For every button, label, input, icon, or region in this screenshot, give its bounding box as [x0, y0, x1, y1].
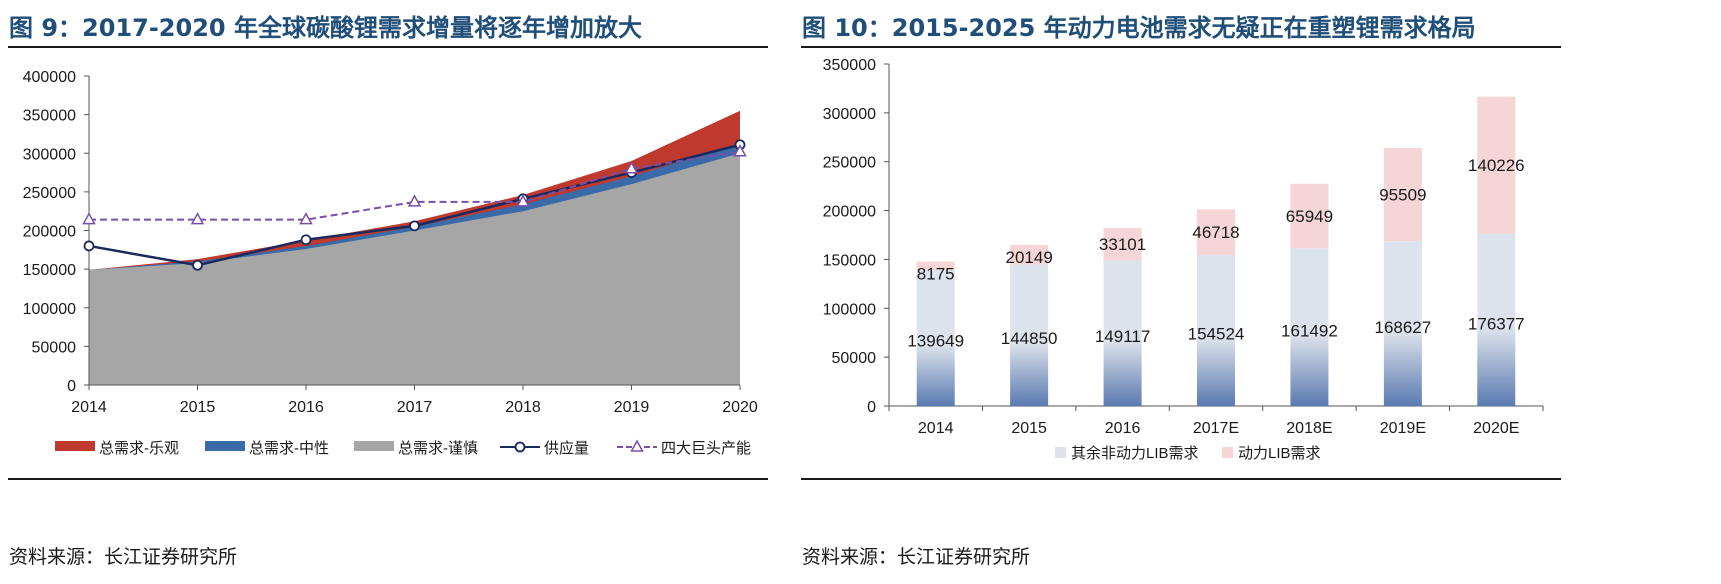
y-tick-label: 250000 [823, 155, 876, 172]
legend-label: 动力LIB需求 [1238, 445, 1321, 462]
data-label: 65949 [1286, 207, 1333, 226]
y-tick-label: 0 [867, 399, 876, 416]
left-bottom-rule [8, 478, 768, 480]
y-tick-label: 200000 [23, 224, 76, 241]
x-tick-label: 2018E [1286, 420, 1332, 437]
bar-动力LIB需求 [1010, 244, 1049, 265]
bar-动力LIB需求 [916, 261, 955, 270]
y-tick-label: 300000 [23, 146, 76, 163]
left-source-note: 资料来源：长江证券研究所 [9, 546, 238, 568]
legend-swatch [55, 441, 95, 451]
x-tick-label: 2019 [614, 399, 650, 416]
y-tick-label: 0 [67, 378, 76, 395]
x-tick-label: 2014 [71, 399, 107, 416]
x-tick-label: 2017E [1193, 420, 1239, 437]
y-tick-label: 200000 [823, 204, 876, 221]
data-label: 8175 [917, 265, 955, 284]
legend-marker [630, 439, 644, 452]
bar-其余非动力LIB需求 [1383, 241, 1422, 406]
y-tick-label: 150000 [823, 252, 876, 269]
bar-动力LIB需求 [1477, 96, 1516, 234]
bar-其余非动力LIB需求 [1103, 260, 1142, 406]
marker-四大巨头产能 [407, 194, 422, 207]
marker-供应量 [409, 220, 420, 232]
bar-其余非动力LIB需求 [1477, 233, 1516, 406]
legend-label: 总需求-谨慎 [398, 439, 478, 457]
left-title-rule [8, 46, 768, 48]
right-figure-title: 图 10：2015-2025 年动力电池需求无疑正在重塑锂需求格局 [802, 14, 1476, 42]
marker-四大巨头产能 [299, 212, 313, 225]
y-tick-label: 50000 [32, 339, 77, 356]
x-tick-label: 2014 [918, 420, 954, 437]
marker-供应量 [300, 234, 312, 246]
left-figure-title: 图 9：2017-2020 年全球碳酸锂需求增量将逐年增加放大 [9, 14, 642, 42]
right-source-note: 资料来源：长江证券研究所 [802, 546, 1031, 568]
legend-swatch [354, 441, 394, 451]
y-tick-label: 350000 [23, 108, 76, 125]
y-tick-label: 50000 [832, 350, 877, 367]
bar-其余非动力LIB需求 [1290, 248, 1329, 406]
area-总需求-谨慎 [89, 153, 740, 385]
right-bottom-rule [801, 478, 1561, 480]
bar-其余非动力LIB需求 [916, 269, 955, 406]
data-label: 33101 [1099, 235, 1146, 254]
x-tick-label: 2016 [288, 399, 324, 416]
data-label: 140226 [1468, 156, 1525, 175]
marker-四大巨头产能 [82, 212, 96, 225]
legend-label: 其余非动力LIB需求 [1071, 444, 1199, 462]
data-label: 168627 [1374, 318, 1431, 337]
x-tick-label: 2015 [1011, 420, 1047, 437]
legend-swatch [1055, 447, 1066, 458]
legend-swatch [205, 441, 245, 451]
bar-动力LIB需求 [1103, 227, 1142, 261]
bar-其余非动力LIB需求 [1010, 264, 1049, 406]
data-label: 95509 [1379, 186, 1426, 205]
data-label: 46718 [1192, 223, 1239, 242]
data-label: 176377 [1468, 314, 1525, 333]
x-tick-label: 2020 [722, 399, 758, 416]
data-label: 154524 [1188, 325, 1245, 344]
marker-供应量 [192, 259, 203, 271]
legend-label: 供应量 [544, 439, 589, 457]
y-tick-label: 150000 [23, 262, 76, 279]
y-tick-label: 250000 [23, 185, 76, 202]
x-tick-label: 2015 [180, 399, 216, 416]
marker-供应量 [83, 240, 95, 252]
bar-其余非动力LIB需求 [1197, 255, 1235, 406]
bar-动力LIB需求 [1197, 209, 1235, 256]
legend-label: 四大巨头产能 [661, 440, 751, 457]
y-tick-label: 100000 [823, 301, 876, 318]
bar-动力LIB需求 [1383, 147, 1422, 242]
x-tick-label: 2016 [1105, 420, 1141, 437]
data-label: 20149 [1006, 248, 1053, 267]
x-tick-label: 2020E [1473, 420, 1519, 437]
marker-四大巨头产能 [624, 161, 639, 174]
x-tick-label: 2017 [397, 399, 433, 416]
y-tick-label: 100000 [23, 301, 76, 318]
legend-swatch [1222, 447, 1233, 458]
legend-marker [514, 441, 526, 453]
y-tick-label: 400000 [23, 69, 76, 86]
marker-四大巨头产能 [516, 194, 530, 207]
data-label: 149117 [1095, 327, 1150, 346]
x-tick-label: 2019E [1380, 420, 1426, 437]
legend-label: 总需求-乐观 [99, 440, 179, 457]
legend-label: 总需求-中性 [249, 440, 329, 457]
data-label: 139649 [907, 332, 964, 351]
data-label: 161492 [1281, 321, 1338, 340]
y-tick-label: 300000 [823, 106, 876, 123]
data-label: 144850 [1001, 329, 1058, 348]
marker-四大巨头产能 [733, 144, 747, 157]
bar-动力LIB需求 [1290, 183, 1329, 249]
y-tick-label: 350000 [823, 57, 876, 74]
right-title-rule [801, 46, 1561, 48]
marker-四大巨头产能 [190, 212, 205, 225]
x-tick-label: 2018 [505, 399, 541, 416]
